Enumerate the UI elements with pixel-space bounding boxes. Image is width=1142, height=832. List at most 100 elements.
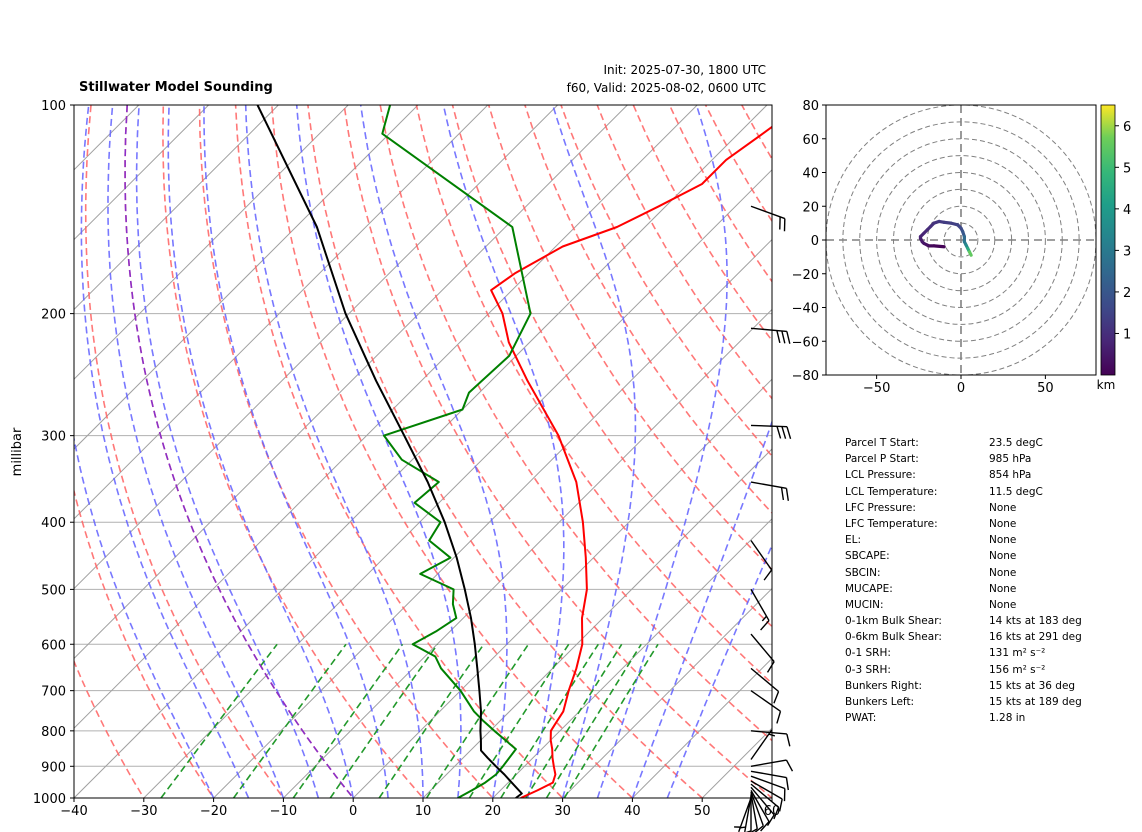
moist-adiabat-line	[295, 105, 462, 798]
parameter-value: None	[989, 517, 1017, 530]
wind-barb-staff	[750, 770, 787, 779]
parameter-value: 131 m² s⁻²	[989, 647, 1046, 660]
hodo-x-tick-label: 50	[1037, 381, 1054, 396]
wind-barb-staff	[750, 780, 783, 800]
x-tick-label: 50	[694, 804, 711, 819]
hodograph-axis-ticks: −50 0 50 80 60 40 20 0 −20 −40 −60 −80	[792, 99, 1054, 396]
wind-barb-flag	[781, 330, 786, 344]
wind-barb	[750, 786, 775, 826]
mixing-ratio-line	[545, 643, 642, 798]
wind-barb-staff	[750, 783, 780, 808]
wind-barb-flag	[778, 798, 783, 812]
wind-barb-flag	[780, 487, 785, 501]
colorbar-tick-label: 1	[1123, 327, 1131, 342]
isotherm-line	[74, 105, 210, 241]
wind-barb-staff	[750, 793, 758, 830]
wind-barb	[750, 327, 791, 344]
dry-adiabat-line	[487, 105, 772, 571]
wind-barb-flag	[766, 661, 775, 673]
parameter-label: LFC Pressure:	[845, 501, 916, 514]
wind-barbs	[734, 205, 794, 832]
parameter-label: Parcel P Start:	[845, 453, 919, 466]
zero-degree-adiabat-line	[124, 105, 355, 798]
x-tick-label: −30	[130, 804, 157, 819]
parameter-value: 1.28 in	[989, 712, 1026, 725]
parameter-value: 14 kts at 183 deg	[989, 615, 1082, 628]
wind-barb-staff	[750, 791, 764, 826]
colorbar-label: km	[1097, 378, 1116, 392]
moist-adiabat-line	[107, 105, 285, 798]
parameter-value: 11.5 degC	[989, 485, 1043, 498]
wind-barb-flag	[785, 777, 790, 791]
parameter-value: None	[989, 501, 1017, 514]
init-time-label: Init: 2025-07-30, 1800 UTC	[603, 63, 766, 77]
wind-barb-flag	[786, 331, 791, 344]
parameter-value: 15 kts at 36 deg	[989, 679, 1076, 692]
dry-adiabat-line	[379, 105, 772, 742]
wind-barb	[750, 790, 770, 832]
y-tick-label: 700	[41, 685, 66, 700]
wind-barb	[750, 540, 773, 581]
wind-barb-staff	[750, 327, 787, 333]
wind-barb-staff	[750, 481, 787, 489]
parameter-label: 0-1km Bulk Shear:	[845, 615, 942, 628]
dry-adiabat-line	[162, 105, 425, 798]
parameter-label: PWAT:	[845, 712, 877, 725]
wind-barb-flag	[786, 426, 792, 440]
parcel-profile	[256, 105, 523, 798]
hodograph-segment	[967, 250, 973, 257]
dry-adiabat-line	[124, 105, 355, 798]
wind-barb	[750, 424, 792, 440]
isotherm-line	[352, 378, 772, 798]
x-tick-label: −40	[60, 804, 87, 819]
skewt-background-lines	[74, 105, 772, 798]
mixing-ratio-line	[525, 643, 623, 798]
parameter-label: EL:	[845, 534, 862, 547]
wind-barb-staff	[750, 790, 770, 822]
mixing-ratio-line	[378, 643, 485, 798]
moist-adiabat-line	[631, 419, 772, 798]
parameter-label: MUCAPE:	[845, 582, 893, 595]
isotherm-line	[74, 105, 280, 311]
dry-adiabat-line	[560, 105, 772, 458]
wind-barb	[750, 775, 786, 802]
wind-barb-flag	[785, 488, 790, 501]
wind-barb-staff	[750, 633, 775, 663]
wind-barb	[750, 481, 790, 501]
wind-barb-staff	[750, 205, 786, 220]
y-tick-label: 300	[41, 430, 66, 445]
wind-barb	[750, 205, 786, 232]
dry-adiabat-line	[234, 105, 564, 798]
mixing-ratio-line	[468, 643, 570, 798]
dry-adiabat-line	[596, 105, 772, 400]
skewt-axis-ticks: −40−30−20−100102030405060100200300400500…	[33, 99, 780, 819]
dry-adiabat-line	[198, 105, 494, 798]
moist-adiabat-line	[135, 105, 320, 798]
wind-barb-flag	[754, 825, 764, 832]
wind-barb	[750, 783, 780, 820]
wind-barb-flag	[760, 821, 770, 832]
wind-barb-staff	[750, 667, 780, 693]
wind-barb-staff	[738, 797, 752, 832]
wind-barb	[734, 797, 752, 832]
skewt-profiles	[256, 105, 772, 798]
moist-adiabat-line	[244, 105, 424, 798]
isotherm-line	[74, 105, 768, 798]
dry-adiabat-line	[415, 105, 772, 685]
wind-barb	[750, 780, 783, 812]
hodo-y-tick-label: −40	[792, 302, 819, 317]
parameter-value: None	[989, 582, 1017, 595]
parameter-label: LCL Pressure:	[845, 469, 916, 482]
isotherm-line	[212, 238, 772, 798]
mixing-ratio-line	[292, 643, 404, 798]
colorbar	[1100, 104, 1116, 376]
mixing-ratio-line	[563, 643, 659, 798]
hodograph-plot: −50 0 50 80 60 40 20 0 −20 −40 −60 −80 1 2 3 4 5 6 km	[792, 99, 1132, 396]
parameter-label: SBCAPE:	[845, 550, 890, 563]
isotherm-line	[74, 105, 419, 450]
hodo-x-tick-label: −50	[863, 381, 890, 396]
wind-barb	[750, 690, 782, 724]
wind-barb	[750, 770, 790, 791]
x-tick-label: 20	[485, 804, 502, 819]
wind-barb	[750, 633, 775, 673]
